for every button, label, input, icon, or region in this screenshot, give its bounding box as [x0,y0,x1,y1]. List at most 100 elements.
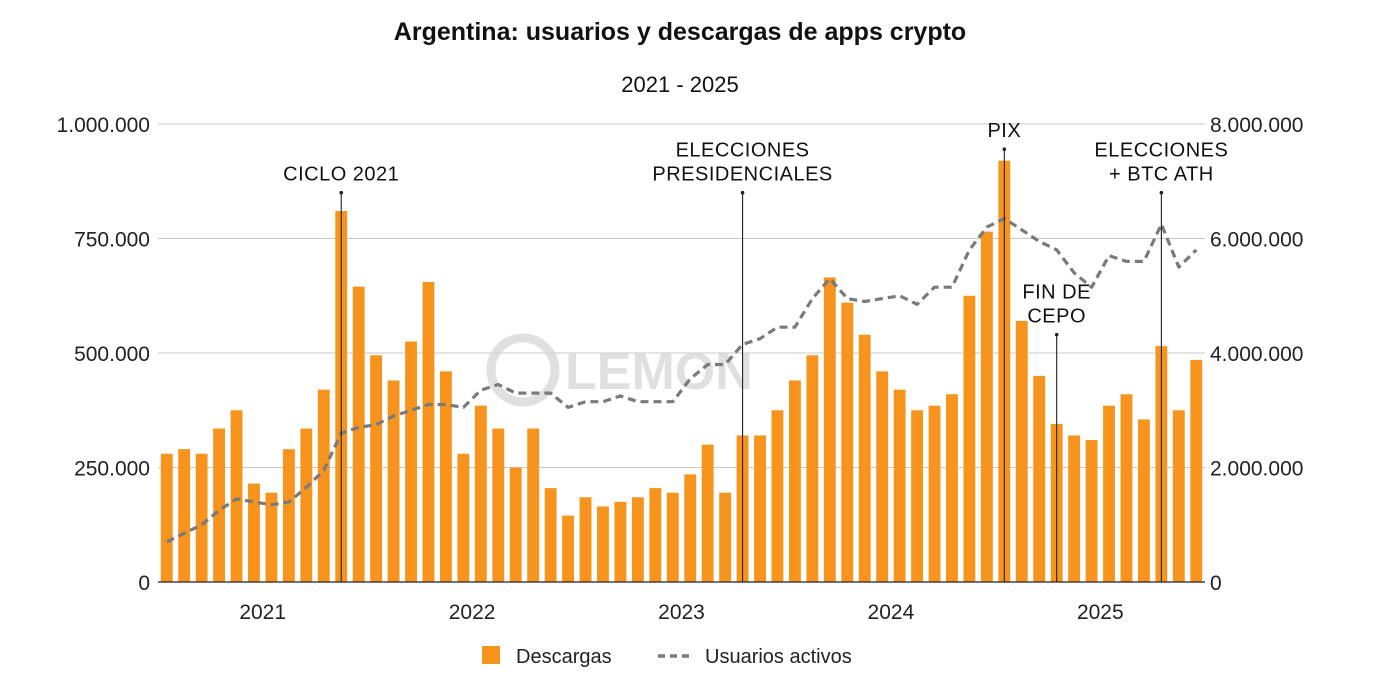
right-tick-label: 4.000.000 [1210,343,1303,366]
bar-descargas [928,405,941,582]
bar-descargas [178,449,191,582]
bar-descargas [509,467,522,582]
annotation-label: FIN DE [1022,282,1091,304]
bar-descargas [980,231,993,582]
bar-descargas [1103,405,1115,582]
annotation-label: CEPO [1027,306,1086,328]
right-axis-ticks: 0 2.000.000 4.000.000 6.000.000 8.000.000 [1210,114,1303,595]
bar-descargas [195,453,208,582]
annotation-label: PRESIDENCIALES [652,164,832,186]
bar-descargas [422,282,435,582]
legend-descargas-label: Descargas [516,646,612,668]
bar-descargas [1033,375,1046,582]
bar-descargas [649,488,662,582]
annotation-label: + BTC ATH [1109,164,1214,186]
users-line [165,216,1198,544]
x-tick-label: 2024 [868,601,915,624]
bar-descargas [719,492,732,582]
right-tick-label: 6.000.000 [1210,229,1303,252]
right-tick-label: 8.000.000 [1210,114,1303,137]
x-tick-label: 2021 [239,601,286,624]
bar-descargas [823,277,836,582]
bar-descargas [579,497,592,582]
bar-descargas [1190,359,1203,582]
bar-descargas [492,428,505,582]
bar-descargas [666,492,679,582]
bar-descargas [631,497,644,582]
legend-descargas-swatch [482,646,500,664]
bar-descargas [701,444,714,582]
x-axis-ticks: 2021 2022 2023 2024 2025 [239,601,1123,624]
bar-descargas [230,410,243,582]
bar-descargas [1085,440,1098,582]
bar-descargas [282,449,295,582]
watermark-text: LEMON [565,343,753,401]
bar-descargas [160,453,173,582]
watermark: LEMON [486,333,753,407]
annotation-dot [1159,190,1164,195]
x-tick-label: 2025 [1077,601,1124,624]
right-tick-label: 0 [1210,572,1222,595]
annotation-dot [339,190,344,195]
bar-descargas [1015,320,1028,582]
bar-descargas [1137,419,1150,582]
chart-title: Argentina: usuarios y descargas de apps … [394,18,966,46]
left-tick-label: 500.000 [74,343,150,366]
right-tick-label: 2.000.000 [1210,458,1303,481]
bar-descargas [684,474,697,582]
bar-descargas [876,371,889,582]
left-tick-label: 250.000 [74,458,150,481]
left-tick-label: 1.000.000 [57,114,150,137]
left-tick-label: 0 [138,572,150,595]
bar-descargas [858,334,871,582]
bar-descargas [405,341,417,582]
left-axis-ticks: 0 250.000 500.000 750.000 1.000.000 [57,114,150,595]
gridlines [158,123,1205,468]
bar-descargas [527,428,540,582]
bar-descargas [963,295,976,582]
line-usuarios-activos [165,216,1198,544]
bar-descargas [562,515,575,582]
legend-usuarios-label: Usuarios activos [705,646,852,668]
bar-descargas [788,380,801,582]
bar-descargas [317,389,330,582]
x-tick-label: 2023 [658,601,705,624]
bar-descargas [841,302,854,582]
bar-descargas [439,371,452,582]
legend: Descargas Usuarios activos [482,646,852,668]
annotation-label: ELECCIONES [676,140,810,162]
annotation-dot [740,190,745,195]
left-tick-label: 750.000 [74,229,150,252]
bar-descargas [248,483,260,582]
bar-descargas [370,355,383,582]
bar-descargas [387,380,400,582]
bar-descargas [265,492,278,582]
bar-descargas [597,506,609,582]
bar-descargas [457,453,470,582]
annotation-label: PIX [987,120,1021,142]
bar-descargas [911,410,924,582]
bar-descargas [893,389,906,582]
chart-subtitle: 2021 - 2025 [621,72,738,97]
bar-descargas [1172,410,1185,582]
bar-descargas [1120,394,1133,582]
annotation-dot [1054,332,1059,337]
bar-descargas [614,501,627,582]
bar-descargas [754,435,766,582]
annotation-dot [1002,147,1007,151]
bar-descargas [474,405,487,582]
bar-descargas [806,355,819,582]
bar-descargas [771,410,784,582]
bar-descargas [300,428,313,582]
annotations: CICLO 2021ELECCIONESPRESIDENCIALESPIXFIN… [283,120,1228,582]
x-tick-label: 2022 [449,601,496,624]
bar-descargas [213,428,226,582]
bar-descargas [544,488,557,582]
bar-descargas [946,394,958,582]
watermark-logo-icon [486,333,560,407]
bar-descargas [352,286,365,582]
annotation-label: CICLO 2021 [283,164,399,186]
bar-descargas [1068,435,1081,582]
annotation-label: ELECCIONES [1094,140,1228,162]
